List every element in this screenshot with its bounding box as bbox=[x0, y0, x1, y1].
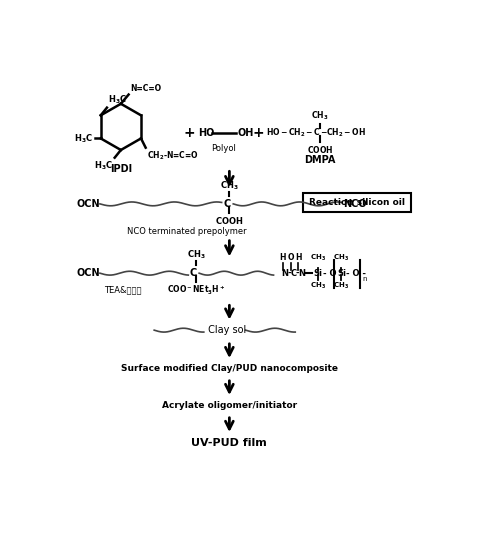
Text: Si: Si bbox=[337, 269, 345, 277]
Text: $\mathbf{CH_3}$: $\mathbf{CH_3}$ bbox=[309, 281, 325, 291]
Text: Reaction silicon oil: Reaction silicon oil bbox=[309, 198, 404, 207]
Text: TEA&수분산: TEA&수분산 bbox=[104, 286, 142, 294]
Text: OCN: OCN bbox=[77, 199, 100, 209]
Text: - O: - O bbox=[323, 269, 336, 277]
Text: O: O bbox=[287, 254, 293, 262]
Text: Surface modified Clay/PUD nanocomposite: Surface modified Clay/PUD nanocomposite bbox=[121, 364, 337, 373]
Text: -: - bbox=[295, 269, 298, 277]
Text: $\mathbf{COOH}$: $\mathbf{COOH}$ bbox=[306, 144, 333, 155]
Text: Acrylate oligomer/initiator: Acrylate oligomer/initiator bbox=[161, 401, 297, 410]
Text: +: + bbox=[252, 126, 264, 140]
Text: Clay sol: Clay sol bbox=[204, 325, 248, 335]
Text: $\mathbf{CH_3}$: $\mathbf{CH_3}$ bbox=[332, 281, 348, 291]
Text: C: C bbox=[189, 268, 197, 278]
Text: UV-PUD film: UV-PUD film bbox=[191, 437, 267, 448]
Text: N=C=O: N=C=O bbox=[130, 84, 161, 93]
Text: $\mathbf{CH_3}$: $\mathbf{CH_3}$ bbox=[309, 253, 325, 263]
Text: Si: Si bbox=[313, 269, 322, 277]
Text: $\mathbf{CH_3}$: $\mathbf{CH_3}$ bbox=[186, 249, 205, 261]
Text: $\mathbf{H_3C}$: $\mathbf{H_3C}$ bbox=[74, 132, 93, 145]
Text: $\mathbf{- CH_2 - OH}$: $\mathbf{- CH_2 - OH}$ bbox=[320, 127, 365, 139]
Text: OH: OH bbox=[236, 128, 253, 138]
Text: $\mathbf{H_3C}$: $\mathbf{H_3C}$ bbox=[94, 159, 113, 172]
Text: $\mathbf{CH_2}$-N=C=O: $\mathbf{CH_2}$-N=C=O bbox=[147, 149, 199, 162]
Text: $\mathbf{CH_3}$: $\mathbf{CH_3}$ bbox=[332, 253, 348, 263]
Text: - O -: - O - bbox=[346, 269, 366, 277]
Text: N: N bbox=[298, 269, 305, 277]
Text: +: + bbox=[183, 126, 194, 140]
Bar bbox=[303, 193, 411, 212]
Text: $\mathbf{COOH}$: $\mathbf{COOH}$ bbox=[214, 215, 243, 226]
Text: $\mathbf{CH_3}$: $\mathbf{CH_3}$ bbox=[311, 110, 328, 122]
Text: H: H bbox=[279, 254, 286, 262]
Text: Polyol: Polyol bbox=[211, 144, 236, 153]
Text: C: C bbox=[223, 199, 230, 209]
Text: C: C bbox=[290, 269, 296, 277]
Text: $\mathbf{COO^-NEt_3H^+}$: $\mathbf{COO^-NEt_3H^+}$ bbox=[167, 284, 225, 297]
Text: $\mathbf{CH_3}$: $\mathbf{CH_3}$ bbox=[219, 179, 238, 191]
Text: NCO: NCO bbox=[343, 199, 366, 209]
Text: OCN: OCN bbox=[77, 268, 100, 278]
Text: $\mathbf{H_3C}$: $\mathbf{H_3C}$ bbox=[108, 94, 127, 106]
Text: N: N bbox=[281, 269, 288, 277]
Text: H: H bbox=[295, 254, 301, 262]
Text: HO: HO bbox=[198, 128, 214, 138]
Text: NCO terminated prepolymer: NCO terminated prepolymer bbox=[127, 227, 246, 236]
Text: DMPA: DMPA bbox=[304, 154, 335, 165]
Text: IPDI: IPDI bbox=[110, 164, 132, 174]
Text: n: n bbox=[361, 276, 366, 282]
Text: -: - bbox=[287, 269, 291, 277]
Text: $\mathbf{HO - CH_2 - C}$: $\mathbf{HO - CH_2 - C}$ bbox=[265, 127, 320, 139]
